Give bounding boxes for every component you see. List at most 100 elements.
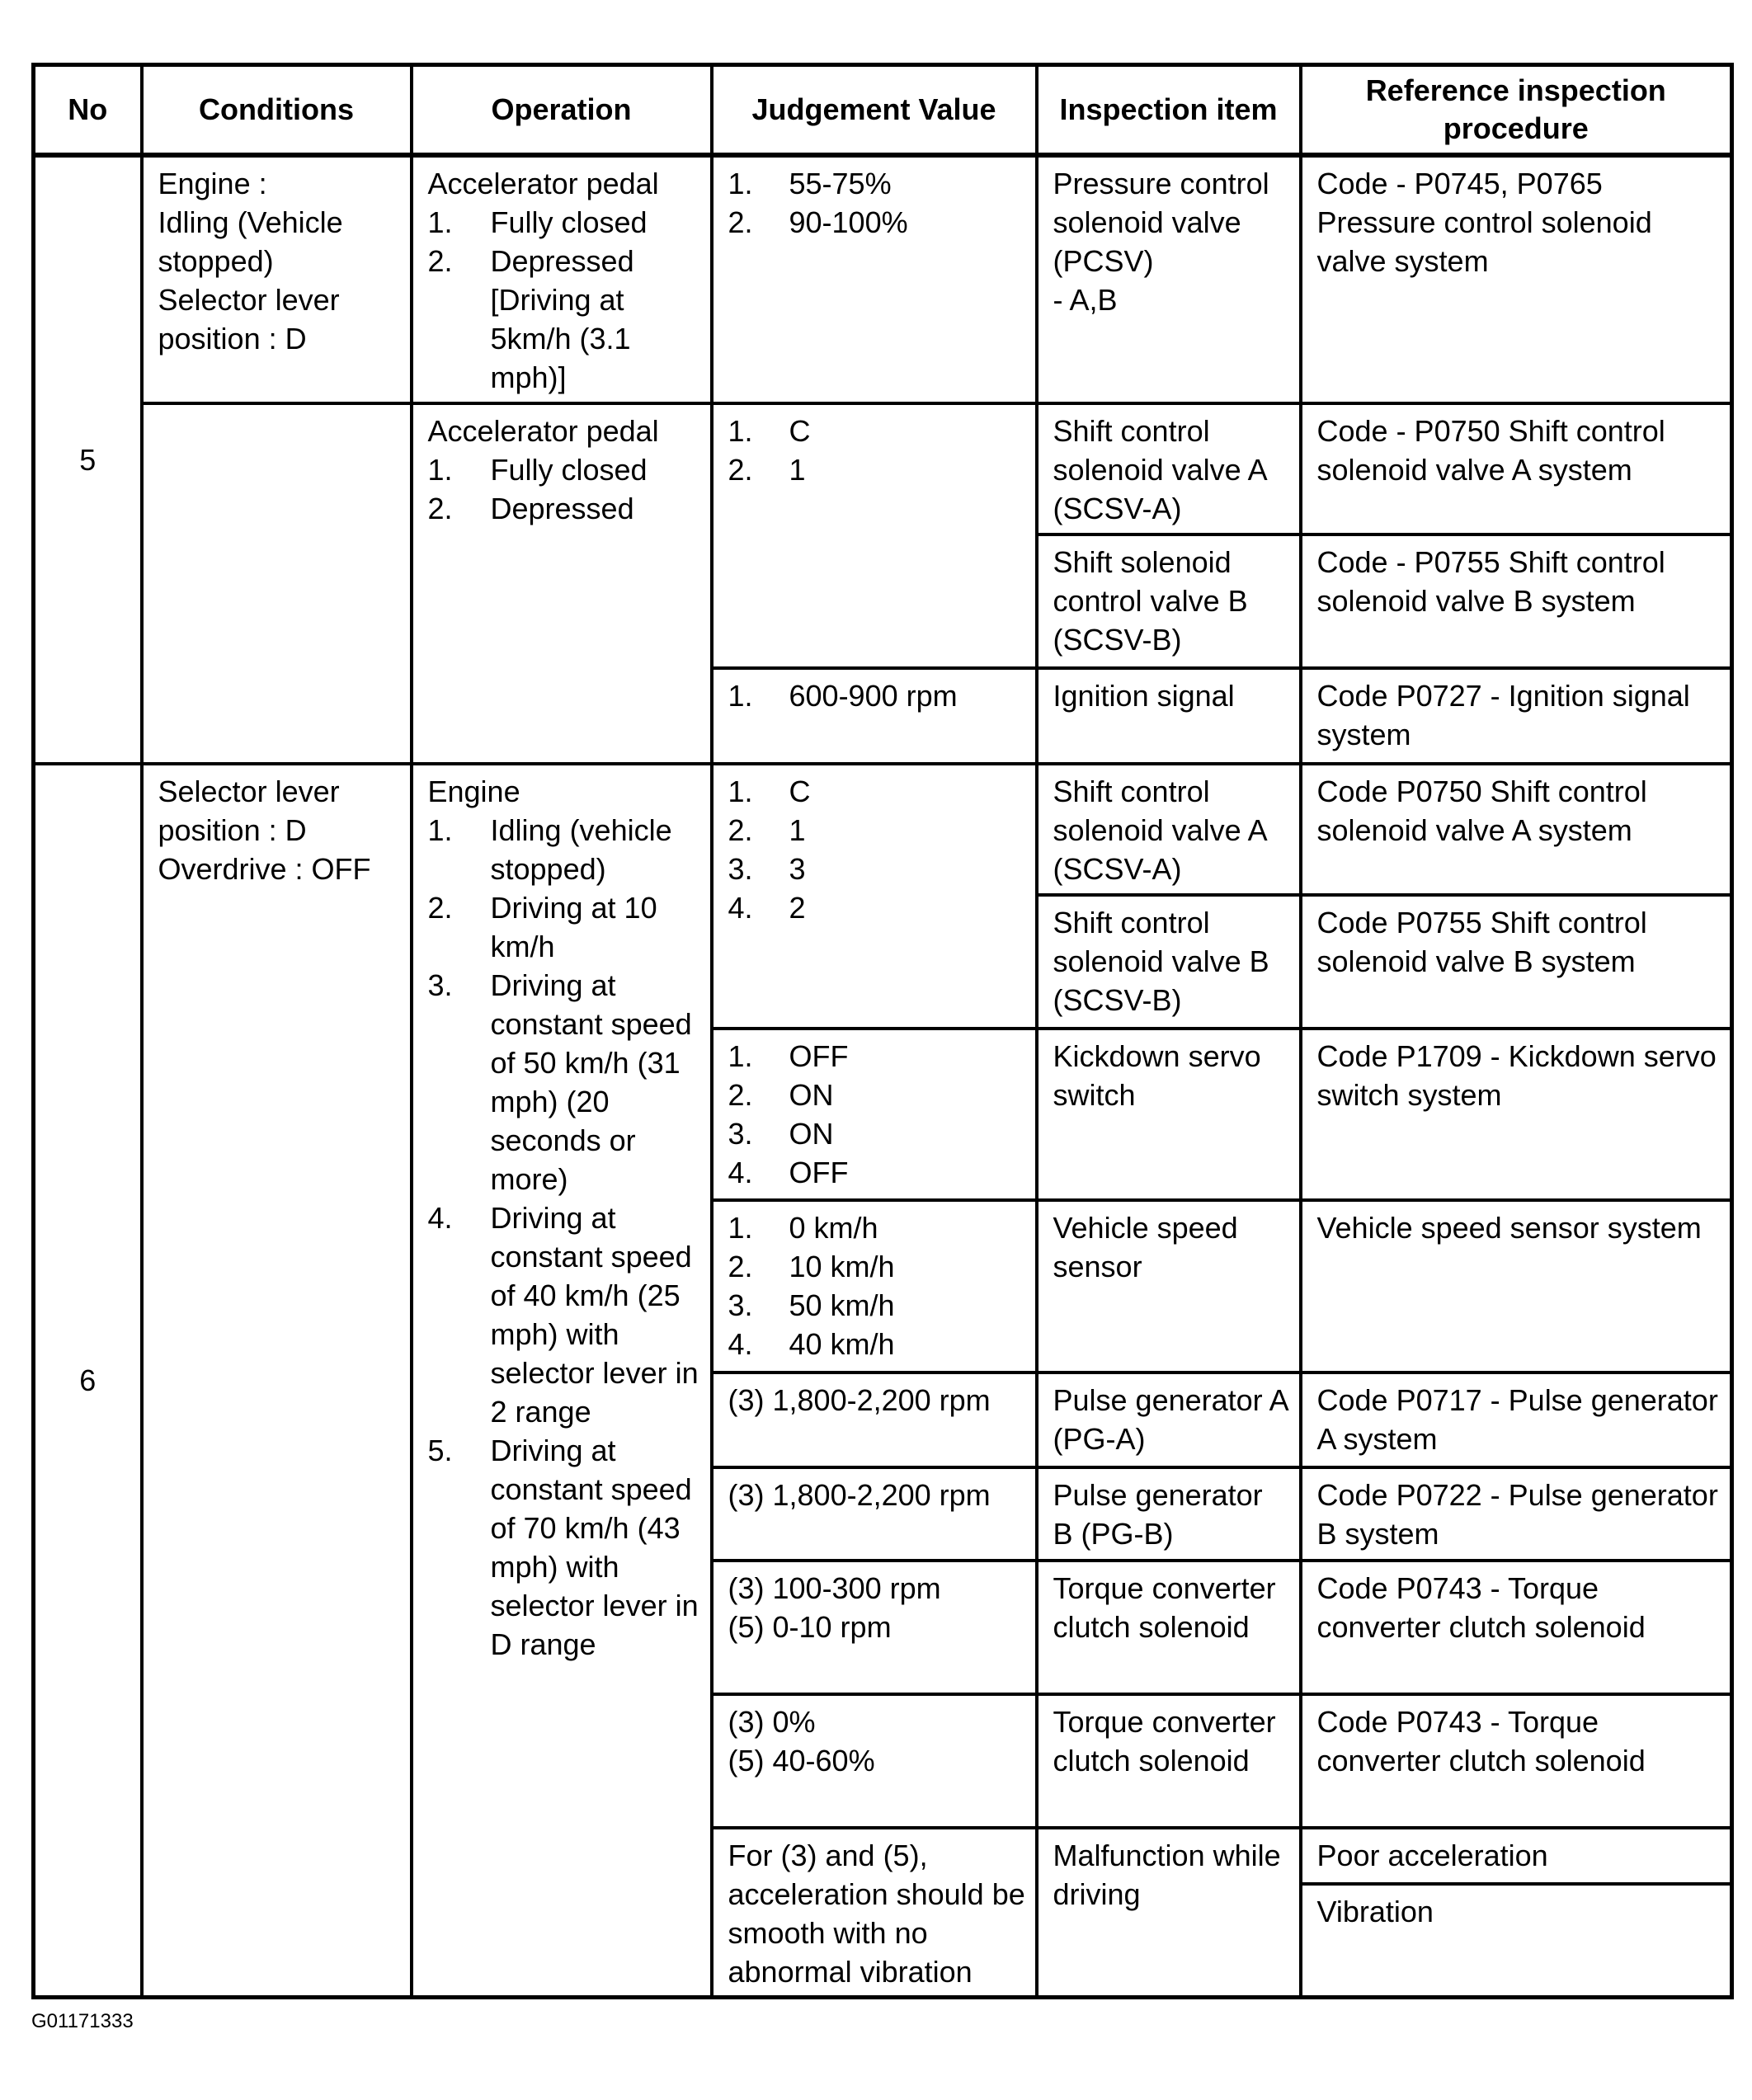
item-text: 1 <box>789 452 806 487</box>
item-text: Idling (vehicle stopped) <box>490 812 672 886</box>
cell-text: (5) 0-10 rpm <box>728 1609 892 1644</box>
list-item: 3. Driving at constant speed of 50 km/h (… <box>428 966 702 1198</box>
cell-text: Shift control solenoid valve A (SCSV-A) <box>1053 413 1266 525</box>
item-number: 1. <box>427 452 453 487</box>
table-row: (3) 100-300 rpm (5) 0-10 rpm Torque conver… <box>34 1558 1734 1696</box>
reference-cell: Code P1709 - Kickdown servo switch syste… <box>1298 1026 1734 1202</box>
item-text: Fully closed <box>490 205 648 239</box>
judgement-cell: 1. 0 km/h 2. 10 km/h 3. 50 km/h 4. 40 km/h <box>709 1198 1038 1374</box>
reference-cell: Code - P0755 Shift control solenoid valv… <box>1298 532 1734 670</box>
cell-text: Ignition signal <box>1053 678 1235 713</box>
list-item: 1. 600-900 rpm <box>728 676 1027 715</box>
item-number: 3. <box>728 1288 753 1322</box>
cell-text: - A,B <box>1053 282 1118 317</box>
list-item: 1. 0 km/h <box>728 1208 1027 1247</box>
item-text: 55-75% <box>789 166 892 200</box>
cell-text: Engine : <box>158 166 267 200</box>
cell-text: Code - P0750 Shift control solenoid valv… <box>1316 413 1665 487</box>
judgement-cell: 1. C 2. 1 3. 3 4. 2 <box>709 761 1038 1030</box>
cell-text: Code P0717 - Pulse generator A system <box>1316 1382 1718 1456</box>
item-number: 2. <box>728 1249 753 1283</box>
cell-text: (3) 1,800-2,200 rpm <box>728 1382 991 1417</box>
judgement-cell: 1. 600-900 rpm <box>709 666 1038 765</box>
item-text: 1 <box>789 812 806 847</box>
cell-text: Pressure control solenoid valve (PCSV) <box>1053 166 1269 278</box>
item-text: 10 km/h <box>789 1249 895 1283</box>
list-item: 1. C <box>728 412 1027 450</box>
cell-text: Shift solenoid control valve B (SCSV-B) <box>1053 544 1248 657</box>
cell-text: Code P0743 - Torque converter clutch sol… <box>1316 1570 1646 1644</box>
conditions-cell: Engine : Idling (Vehicle stopped) Selector… <box>139 153 413 405</box>
cell-text: Malfunction while driving <box>1053 1838 1281 1911</box>
item-number: 1. <box>728 678 753 713</box>
list-item: 3. ON <box>728 1114 1027 1153</box>
cell-text: Code - P0755 Shift control solenoid valv… <box>1316 544 1665 618</box>
table-row: 1. 600-900 rpm Ignition signal Code P0727 -… <box>34 666 1734 765</box>
list-item: 2. 90-100% <box>728 203 1027 242</box>
judgement-cell: (3) 1,800-2,200 rpm <box>709 1370 1038 1469</box>
cell-text: Shift control solenoid valve A (SCSV-A) <box>1053 774 1266 886</box>
operation-cell: Accelerator pedal 1. Fully closed 2. Depress… <box>409 401 714 765</box>
item-text: Depressed <box>490 491 634 525</box>
item-text: 50 km/h <box>789 1288 895 1322</box>
judgement-cell: (3) 1,800-2,200 rpm <box>709 1465 1038 1562</box>
item-number: 2. <box>728 452 753 487</box>
item-number: 4. <box>728 890 753 925</box>
item-number: 1. <box>728 774 753 808</box>
table-row: For (3) and (5), acceleration should be … <box>34 1825 1734 1999</box>
column-header: Judgement Value <box>709 63 1038 157</box>
inspection-cell: Vehicle speed sensor <box>1034 1198 1302 1374</box>
item-text: 0 km/h <box>789 1210 878 1245</box>
column-header: Operation <box>409 63 714 157</box>
item-number: 1. <box>728 1210 753 1245</box>
cell-text: Code P0755 Shift control solenoid valve … <box>1316 905 1647 978</box>
list-item: 2. 1 <box>728 811 1027 850</box>
list-item: 4. 2 <box>728 888 1027 927</box>
cell-text: Kickdown servo switch <box>1053 1038 1261 1112</box>
list-item: 2. ON <box>728 1076 1027 1114</box>
reference-cell: Code - P0745, P0765 Pressure control sol… <box>1298 153 1734 405</box>
list-item: 2. Depressed <box>428 489 702 528</box>
item-text: Fully closed <box>490 452 648 487</box>
item-text: OFF <box>789 1038 849 1073</box>
list-item: 1. C <box>728 772 1027 811</box>
reference-cell: Code P0750 Shift control solenoid valve … <box>1298 761 1734 897</box>
reference-cell: Code - P0750 Shift control solenoid valv… <box>1298 401 1734 536</box>
table-row: Shift control solenoid valve B (SCSV-B) C… <box>34 892 1734 1030</box>
list-item: 1. Fully closed <box>428 450 702 489</box>
list-item: 1. Fully closed <box>428 203 702 242</box>
cell-text: (5) 40-60% <box>728 1743 875 1777</box>
operation-cell: Accelerator pedal 1. Fully closed 2. Depress… <box>409 153 714 405</box>
item-number: 4. <box>427 1200 453 1235</box>
reference-cell: Code P0717 - Pulse generator A system <box>1298 1370 1734 1469</box>
judgement-cell: 1. OFF 2. ON 3. ON 4. OFF <box>709 1026 1038 1202</box>
cell-text: Selector lever position : D <box>158 282 340 355</box>
item-number: 2. <box>427 890 453 925</box>
item-text: 40 km/h <box>789 1326 895 1361</box>
list-item: 2. Depressed [Driving at 5km/h (3.1 mph)] <box>428 242 702 397</box>
list-item: 3. 50 km/h <box>728 1286 1027 1325</box>
cell-text: Code - P0745, P0765 Pressure control sol… <box>1316 166 1652 278</box>
reference-cell: Code P0755 Shift control solenoid valve … <box>1298 892 1734 1030</box>
list-item: 2. Driving at 10 km/h <box>428 888 702 966</box>
item-number: 2. <box>427 491 453 525</box>
judgement-cell: (3) 100-300 rpm (5) 0-10 rpm <box>709 1558 1038 1696</box>
table-row: 1. OFF 2. ON 3. ON 4. OFF Kickdown servo switch C… <box>34 1026 1734 1202</box>
item-number: 1. <box>728 1038 753 1073</box>
cell-text: Code P0743 - Torque converter clutch sol… <box>1316 1704 1646 1777</box>
table-row: Vibration <box>34 1881 1734 1999</box>
item-text: Driving at constant speed of 70 km/h (43… <box>490 1433 699 1661</box>
judgement-cell: For (3) and (5), acceleration should be … <box>709 1825 1038 1999</box>
item-text: 2 <box>789 890 806 925</box>
no-cell: 5 <box>31 153 144 765</box>
item-text: Driving at constant speed of 50 km/h (31… <box>490 968 692 1196</box>
item-number: 2. <box>427 243 453 278</box>
cell-text: Code P0722 - Pulse generator B system <box>1316 1477 1718 1551</box>
table-row: (3) 0% (5) 40-60% Torque converter clutch … <box>34 1692 1734 1829</box>
cell-text: (3) 100-300 rpm <box>728 1570 941 1605</box>
cell-text: For (3) and (5), acceleration should be … <box>728 1838 1025 1989</box>
cell-text: Pulse generator B (PG-B) <box>1053 1477 1263 1551</box>
list-item: 4. 40 km/h <box>728 1325 1027 1363</box>
cell-text: Code P0727 - Ignition signal system <box>1316 678 1690 751</box>
list-item: 1. OFF <box>728 1037 1027 1076</box>
